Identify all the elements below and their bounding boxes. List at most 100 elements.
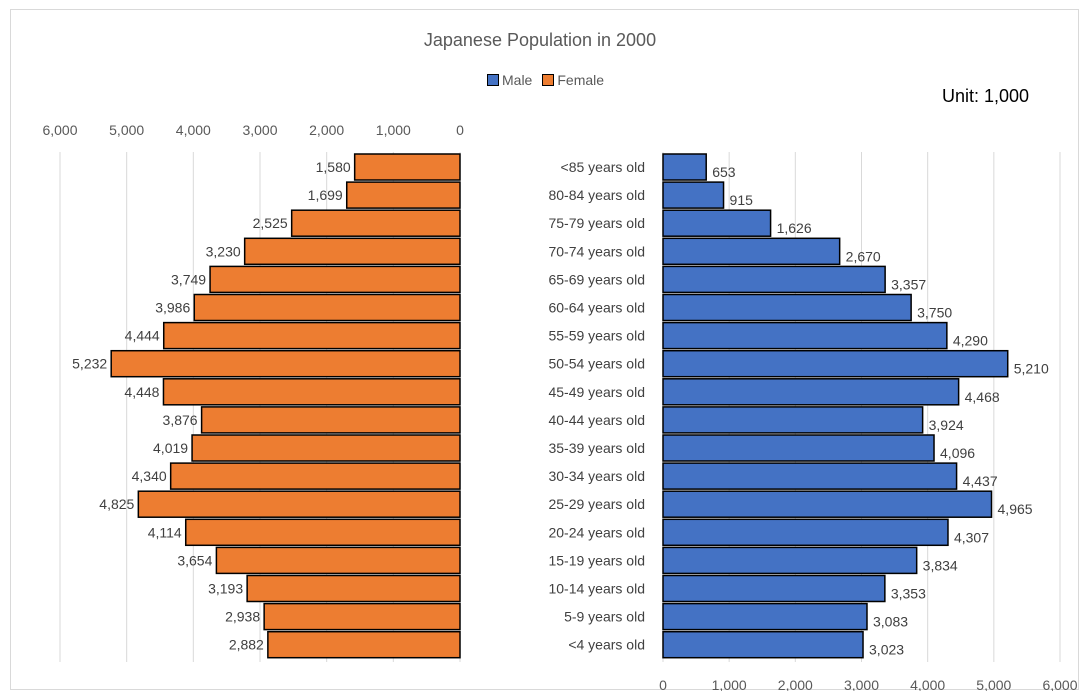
- male-data-label: 3,924: [929, 417, 964, 433]
- male-bar: [662, 209, 772, 237]
- female-axis-tick-label: 1,000: [376, 122, 411, 138]
- female-bar: [193, 293, 461, 322]
- category-label: 45-49 years old: [548, 384, 645, 400]
- male-data-label: 4,307: [954, 529, 989, 545]
- female-data-label: 4,114: [148, 524, 182, 540]
- male-data-label: 1,626: [777, 220, 812, 236]
- chart-title: Japanese Population in 2000: [423, 30, 657, 50]
- legend-label-male: Male: [502, 72, 533, 88]
- category-label: 30-34 years old: [548, 468, 645, 484]
- male-data-label: 4,965: [998, 501, 1033, 517]
- female-bar: [353, 153, 461, 181]
- male-bar: [662, 602, 868, 631]
- female-data-label: 1,580: [316, 159, 351, 175]
- female-bar: [246, 574, 461, 603]
- category-label: <85 years old: [561, 159, 645, 175]
- male-bar: [662, 265, 886, 294]
- female-data-label: 1,699: [308, 187, 343, 203]
- female-data-label: 3,193: [208, 581, 243, 597]
- male-bar: [662, 349, 1009, 378]
- female-data-label: 3,654: [177, 552, 212, 568]
- female-axis-tick-label: 6,000: [42, 122, 77, 138]
- female-bar: [215, 546, 461, 575]
- category-label: 15-19 years old: [548, 552, 645, 568]
- legend-item-male: Male: [487, 72, 532, 88]
- female-data-label: 4,019: [153, 440, 188, 456]
- category-label: 35-39 years old: [548, 440, 645, 456]
- category-label: 60-64 years old: [548, 300, 645, 316]
- female-data-label: 2,525: [253, 215, 288, 231]
- male-data-label: 3,357: [891, 276, 926, 292]
- male-data-label: 653: [712, 164, 736, 180]
- male-bar: [662, 462, 958, 490]
- male-data-label: 3,834: [923, 557, 958, 573]
- category-label: 40-44 years old: [548, 412, 645, 428]
- female-bar: [290, 209, 461, 237]
- female-data-label: 4,448: [124, 384, 159, 400]
- male-bar: [662, 153, 707, 181]
- male-bar: [662, 321, 948, 350]
- male-axis-tick-label: 6,000: [1042, 677, 1077, 691]
- male-bar: [662, 574, 886, 603]
- female-bar: [137, 490, 461, 518]
- female-data-label: 3,230: [206, 243, 241, 259]
- female-axis-tick-label: 4,000: [176, 122, 211, 138]
- male-bar: [662, 406, 924, 434]
- female-bar: [243, 237, 461, 266]
- category-label: 55-59 years old: [548, 328, 645, 344]
- female-bar: [184, 518, 461, 547]
- female-data-label: 3,749: [171, 271, 206, 287]
- male-axis-tick-label: 3,000: [844, 677, 879, 691]
- female-data-label: 5,232: [72, 356, 107, 372]
- category-label: 20-24 years old: [548, 524, 645, 540]
- female-bar: [169, 462, 461, 490]
- female-axis-tick-label: 5,000: [109, 122, 144, 138]
- female-bar: [200, 406, 461, 434]
- male-bar: [662, 546, 918, 575]
- female-axis-tick-label: 2,000: [309, 122, 344, 138]
- female-data-label: 4,340: [132, 468, 167, 484]
- legend: Male Female: [487, 72, 604, 88]
- male-data-label: 3,083: [873, 614, 908, 630]
- male-bar: [662, 378, 960, 406]
- male-data-label: 4,468: [965, 389, 1000, 405]
- male-axis-tick-label: 2,000: [778, 677, 813, 691]
- category-label: 70-74 years old: [548, 243, 645, 259]
- male-data-label: 5,210: [1014, 361, 1049, 377]
- category-label: 10-14 years old: [548, 581, 645, 597]
- male-axis-tick-label: 1,000: [712, 677, 747, 691]
- legend-label-female: Female: [557, 72, 605, 88]
- female-bar: [263, 602, 461, 631]
- female-bar: [209, 265, 461, 294]
- category-label: 75-79 years old: [548, 215, 645, 231]
- male-data-label: 3,023: [869, 642, 904, 658]
- female-data-label: 2,938: [225, 609, 260, 625]
- female-bar: [267, 630, 461, 659]
- unit-label: Unit: 1,000: [942, 86, 1030, 106]
- male-data-label: 2,670: [846, 248, 881, 264]
- female-data-label: 4,444: [125, 328, 160, 344]
- male-data-label: 4,096: [940, 445, 975, 461]
- legend-item-female: Female: [542, 72, 604, 88]
- male-axis-tick-label: 0: [659, 677, 667, 691]
- male-bar: [662, 518, 949, 547]
- category-label: 80-84 years old: [548, 187, 645, 203]
- category-label: 65-69 years old: [548, 271, 645, 287]
- chart-area: [10, 9, 1079, 690]
- category-label: 5-9 years old: [564, 609, 645, 625]
- female-bar: [162, 321, 461, 350]
- male-bar: [662, 434, 935, 462]
- category-label: 50-54 years old: [548, 356, 645, 372]
- male-axis-tick-label: 5,000: [976, 677, 1011, 691]
- female-data-label: 2,882: [229, 637, 264, 653]
- male-data-label: 4,437: [963, 473, 998, 489]
- male-bar: [662, 237, 841, 266]
- female-data-label: 3,876: [163, 412, 198, 428]
- female-data-label: 3,986: [155, 300, 190, 316]
- legend-swatch-female: [542, 74, 555, 86]
- male-data-label: 3,353: [891, 586, 926, 602]
- male-data-label: 3,750: [917, 305, 952, 321]
- female-bar: [345, 181, 461, 209]
- female-bar: [162, 378, 461, 406]
